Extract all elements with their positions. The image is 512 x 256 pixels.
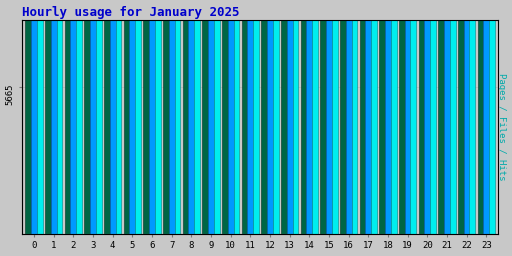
Bar (155, 0, 161, 234)
Bar (478, 0, 483, 234)
Bar (124, 0, 130, 234)
Bar (419, 0, 424, 234)
Bar (183, 0, 188, 234)
Bar (194, 0, 200, 234)
Bar (405, 0, 411, 234)
Bar (116, 0, 121, 234)
Bar (56, 0, 62, 234)
Y-axis label: Pages / Files / Hits: Pages / Files / Hits (498, 73, 506, 180)
Bar (444, 0, 450, 234)
Bar (489, 0, 495, 234)
Bar (366, 0, 371, 234)
Bar (385, 0, 391, 234)
Bar (143, 0, 149, 234)
Bar (242, 0, 247, 234)
Bar (104, 0, 110, 234)
Bar (273, 0, 279, 234)
Bar (233, 0, 239, 234)
Bar (483, 0, 489, 234)
Bar (326, 0, 332, 234)
Bar (464, 0, 470, 234)
Bar (307, 0, 312, 234)
Bar (208, 0, 214, 234)
Bar (281, 0, 287, 234)
Bar (340, 0, 346, 234)
Bar (90, 0, 96, 234)
Bar (360, 0, 366, 234)
Bar (292, 0, 298, 234)
Bar (399, 0, 405, 234)
Bar (247, 0, 253, 234)
Bar (135, 0, 141, 234)
Bar (424, 0, 430, 234)
Bar (301, 0, 307, 234)
Text: Hourly usage for January 2025: Hourly usage for January 2025 (22, 6, 240, 18)
Bar (438, 0, 444, 234)
Bar (31, 0, 37, 234)
Bar (371, 0, 377, 234)
Bar (202, 0, 208, 234)
Bar (65, 0, 71, 234)
Bar (51, 0, 56, 234)
Bar (222, 0, 228, 234)
Bar (352, 0, 357, 234)
Bar (391, 0, 396, 234)
Bar (45, 0, 51, 234)
Bar (84, 0, 90, 234)
Bar (163, 0, 169, 234)
Bar (149, 0, 155, 234)
Bar (37, 0, 42, 234)
Bar (175, 0, 180, 234)
Bar (450, 0, 456, 234)
Bar (26, 0, 31, 234)
Bar (253, 0, 259, 234)
Bar (321, 0, 326, 234)
Bar (379, 0, 385, 234)
Bar (262, 0, 267, 234)
Bar (169, 0, 175, 234)
Bar (188, 0, 194, 234)
Bar (110, 0, 116, 234)
Bar (430, 0, 436, 234)
Bar (287, 0, 292, 234)
Bar (76, 0, 82, 234)
Bar (214, 0, 220, 234)
Bar (411, 0, 416, 234)
Bar (130, 0, 135, 234)
Bar (332, 0, 337, 234)
Bar (96, 0, 101, 234)
Bar (470, 0, 475, 234)
Bar (71, 0, 76, 234)
Bar (312, 0, 318, 234)
Bar (267, 0, 273, 234)
Bar (458, 0, 464, 234)
Bar (228, 0, 233, 234)
Bar (346, 0, 352, 234)
